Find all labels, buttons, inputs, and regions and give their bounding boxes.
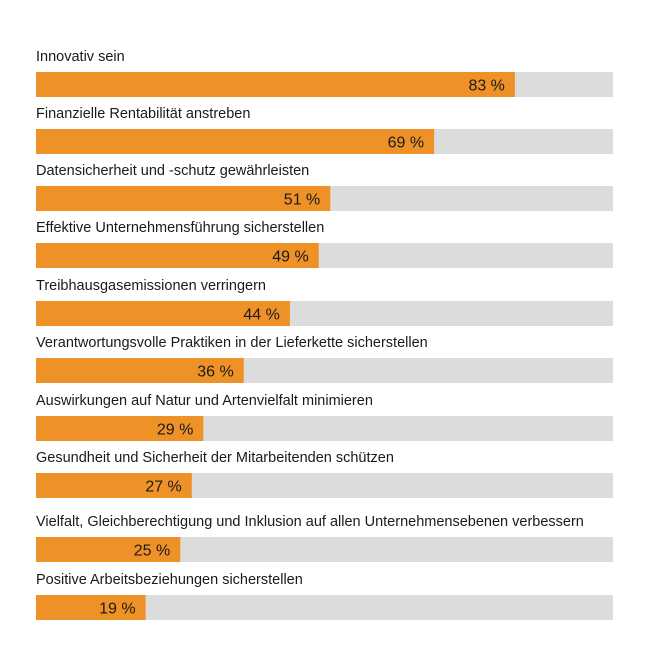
bar [36,243,319,268]
value-label: 69 % [388,135,424,152]
category-label: Treibhausgasemissionen verringern [36,278,266,294]
bar-row: Verantwortungsvolle Praktiken in der Lie… [36,335,613,383]
value-label: 27 % [145,479,181,496]
bar [36,595,146,620]
category-label: Gesundheit und Sicherheit der Mitarbeite… [36,450,394,466]
bar [36,537,181,562]
bar-row: Datensicherheit und -schutz gewährleiste… [36,163,613,211]
category-label: Datensicherheit und -schutz gewährleiste… [36,163,309,179]
bar [36,129,435,154]
category-label: Vielfalt, Gleichberechtigung und Inklusi… [36,514,584,530]
bar [36,416,204,441]
value-label: 83 % [468,78,504,95]
bar-row: Innovativ sein 83 % [36,49,613,97]
value-label: 25 % [134,543,170,560]
category-label: Verantwortungsvolle Praktiken in der Lie… [36,335,428,351]
value-label: 29 % [157,422,193,439]
bar [36,358,244,383]
bar-row: Auswirkungen auf Natur und Artenvielfalt… [36,393,613,441]
bar [36,301,290,326]
category-label: Finanzielle Rentabilität anstreben [36,106,250,122]
bar-row: Positive Arbeitsbeziehungen sicherstelle… [36,572,613,620]
bar-row: Treibhausgasemissionen verringern 44 % [36,278,613,326]
category-label: Positive Arbeitsbeziehungen sicherstelle… [36,572,303,588]
category-label: Innovativ sein [36,49,125,65]
value-label: 36 % [197,364,233,381]
value-label: 19 % [99,601,135,618]
bar-row: Finanzielle Rentabilität anstreben 69 % [36,106,613,154]
category-label: Auswirkungen auf Natur und Artenvielfalt… [36,393,373,409]
bar [36,186,331,211]
bar-row: Effektive Unternehmensführung sicherstel… [36,220,613,268]
value-label: 44 % [243,307,279,324]
bar-row: Vielfalt, Gleichberechtigung und Inklusi… [36,514,613,562]
value-label: 51 % [284,192,320,209]
value-label: 49 % [272,249,308,266]
bar [36,473,192,498]
category-label: Effektive Unternehmensführung sicherstel… [36,220,324,236]
bar-row: Gesundheit und Sicherheit der Mitarbeite… [36,450,613,498]
bar [36,72,515,97]
